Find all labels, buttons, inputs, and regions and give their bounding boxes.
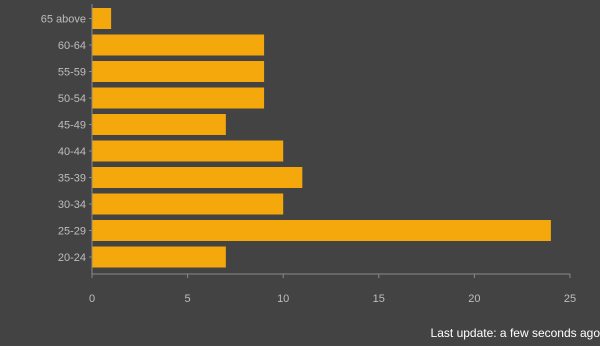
bar-55-59 bbox=[92, 61, 265, 82]
bar-30-34 bbox=[92, 193, 284, 215]
x-tick-label: 0 bbox=[89, 293, 95, 305]
bar-45-49 bbox=[92, 114, 226, 135]
category-label: 60-64 bbox=[58, 40, 86, 52]
bar-40-44 bbox=[92, 140, 284, 162]
category-label: 55-59 bbox=[58, 67, 86, 79]
x-tick-label: 20 bbox=[468, 293, 480, 305]
bar-35-39 bbox=[92, 167, 303, 188]
last-update-text: Last update: a few seconds ago bbox=[430, 326, 600, 340]
bar-20-24 bbox=[92, 246, 226, 268]
bar-60-64 bbox=[92, 34, 265, 56]
bar-65-above bbox=[92, 8, 112, 29]
category-label: 40-44 bbox=[58, 146, 86, 158]
bar-50-54 bbox=[92, 87, 265, 109]
x-tick-label: 25 bbox=[564, 293, 576, 305]
x-tick-label: 10 bbox=[277, 293, 289, 305]
bar-25-29 bbox=[92, 220, 551, 241]
category-label: 30-34 bbox=[58, 199, 86, 211]
category-label: 35-39 bbox=[58, 173, 86, 185]
x-tick-label: 5 bbox=[185, 293, 191, 305]
category-label: 20-24 bbox=[58, 252, 86, 264]
category-label: 45-49 bbox=[58, 120, 86, 132]
category-label: 50-54 bbox=[58, 93, 86, 105]
category-label: 65 above bbox=[41, 14, 86, 26]
x-tick-label: 15 bbox=[373, 293, 385, 305]
category-label: 25-29 bbox=[58, 226, 86, 238]
